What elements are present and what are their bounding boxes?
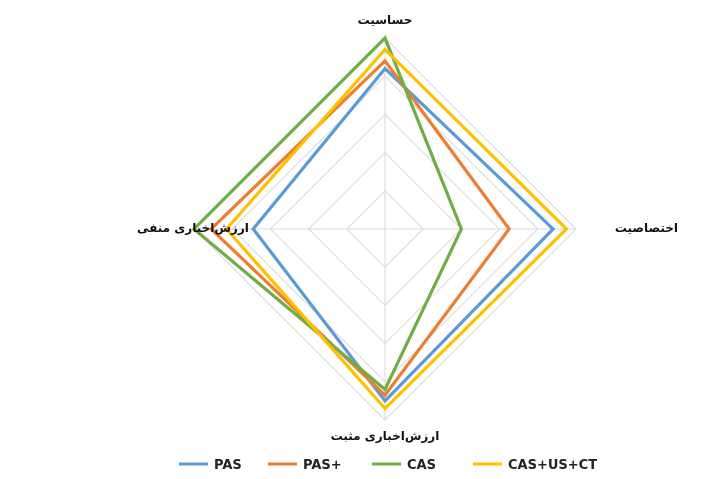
series-line-pas (251, 66, 556, 404)
axis-label-sensitivity: حساسیت (358, 13, 413, 27)
legend-label: CAS+US+CT (508, 458, 597, 473)
legend-label: PAS (214, 458, 242, 473)
legend-label: PAS+ (303, 458, 342, 473)
series-line-cas (191, 35, 464, 392)
legend-item-pas: PAS (179, 458, 242, 473)
legend-label: CAS (407, 458, 436, 473)
series-layer (191, 35, 569, 411)
series-line-pas-plus (208, 58, 512, 398)
legend-item-cas: CAS (372, 458, 436, 473)
axis-labels: حساسیت اختصاصیت ارزش‌اخباری مثبت ارزش‌اخ… (137, 13, 678, 443)
legend-item-pas-plus: PAS+ (268, 458, 342, 473)
legend: PAS PAS+ CAS CAS+US+CT (179, 458, 597, 473)
axis-label-ppv: ارزش‌اخباری مثبت (331, 429, 440, 443)
series-line-cas-plus-us-plus-ct (224, 47, 569, 411)
axis-label-npv: ارزش‌اخباری منفی (137, 221, 249, 235)
legend-item-cas-us-ct: CAS+US+CT (473, 458, 597, 473)
grid (193, 37, 577, 421)
axis-label-specificity: اختصاصیت (615, 221, 678, 235)
